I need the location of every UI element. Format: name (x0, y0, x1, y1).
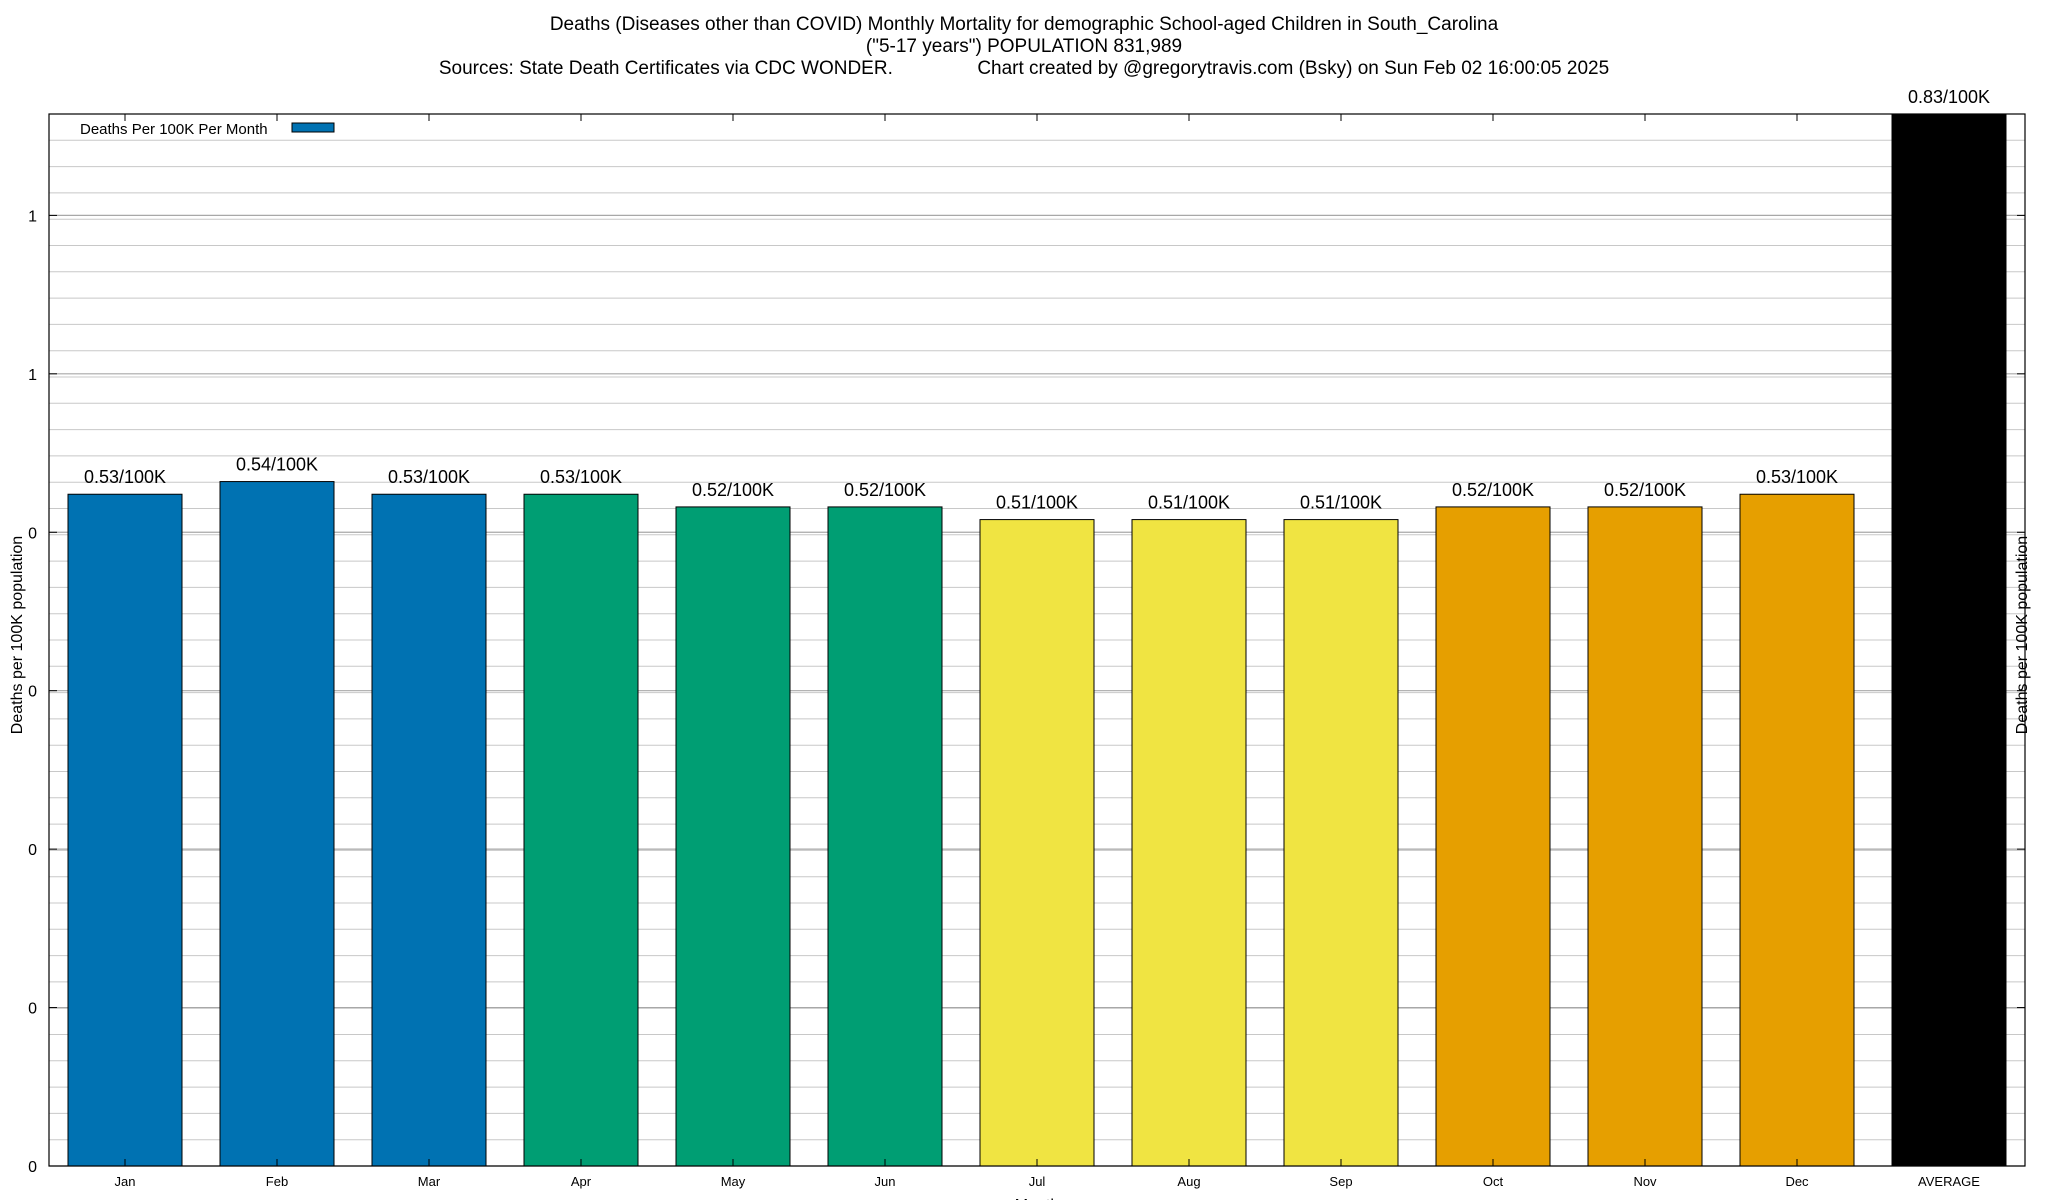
bar-value-label: 0.54/100K (236, 455, 318, 475)
x-tick-label: Mar (418, 1174, 441, 1189)
y-tick-label: 0 (28, 525, 37, 542)
bar-value-label: 0.52/100K (692, 480, 774, 500)
y-tick-label: 0 (28, 1159, 37, 1176)
bar-jan (67, 493, 183, 1167)
bar-may (675, 506, 791, 1167)
legend-swatch (291, 122, 335, 133)
bar-value-label: 0.52/100K (844, 480, 926, 500)
bar-jun (827, 506, 943, 1167)
y-axis-label-left: Deaths per 100K population (9, 535, 26, 735)
x-tick-label: Jun (875, 1174, 896, 1189)
x-tick-label: Sep (1329, 1174, 1352, 1189)
x-tick-label: Jul (1029, 1174, 1046, 1189)
y-tick-label: 0 (28, 842, 37, 859)
bar-aug (1131, 519, 1247, 1167)
y-tick-label: 1 (28, 367, 37, 384)
bar-average (1891, 113, 2007, 1167)
x-tick-label: AVERAGE (1918, 1174, 1980, 1189)
y-tick-label: 1 (28, 208, 37, 225)
bar-value-label: 0.53/100K (540, 467, 622, 487)
y-axis-label-right: Deaths per 100K population (2014, 535, 2031, 735)
x-axis-label: Month (1015, 1197, 1059, 1200)
x-tick-label: Aug (1177, 1174, 1200, 1189)
bar-apr (523, 493, 639, 1167)
bar-value-label: 0.83/100K (1908, 87, 1990, 107)
bar-value-label: 0.53/100K (1756, 467, 1838, 487)
plot-frame (48, 113, 2026, 1167)
x-tick-label: Apr (571, 1174, 592, 1189)
x-tick-label: Feb (266, 1174, 288, 1189)
bar-value-label: 0.51/100K (996, 493, 1078, 513)
bar-nov (1587, 506, 1703, 1167)
x-tick-label: Nov (1633, 1174, 1657, 1189)
y-tick-label: 0 (28, 1001, 37, 1018)
bar-value-label: 0.52/100K (1604, 480, 1686, 500)
chart-title-block: Deaths (Diseases other than COVID) Month… (0, 14, 2048, 80)
bar-sep (1283, 519, 1399, 1167)
x-tick-label: May (721, 1174, 746, 1189)
legend-label: Deaths Per 100K Per Month (80, 121, 268, 138)
x-tick-label: Oct (1483, 1174, 1504, 1189)
bar-value-label: 0.51/100K (1300, 493, 1382, 513)
bar-mar (371, 493, 487, 1167)
bar-value-label: 0.51/100K (1148, 493, 1230, 513)
bar-value-label: 0.52/100K (1452, 480, 1534, 500)
bar-feb (219, 481, 335, 1167)
bar-value-label: 0.53/100K (388, 467, 470, 487)
bar-jul (979, 519, 1095, 1167)
bar-dec (1739, 493, 1855, 1167)
y-tick-label: 0 (28, 684, 37, 701)
bar-oct (1435, 506, 1551, 1167)
chart-source-line: Sources: State Death Certificates via CD… (438, 58, 1610, 79)
x-tick-label: Jan (115, 1174, 136, 1189)
x-tick-label: Dec (1785, 1174, 1809, 1189)
bar-value-label: 0.53/100K (84, 467, 166, 487)
chart-title: Deaths (Diseases other than COVID) Month… (549, 14, 1499, 35)
chart-subtitle: ("5-17 years") POPULATION 831,989 (865, 36, 1183, 57)
